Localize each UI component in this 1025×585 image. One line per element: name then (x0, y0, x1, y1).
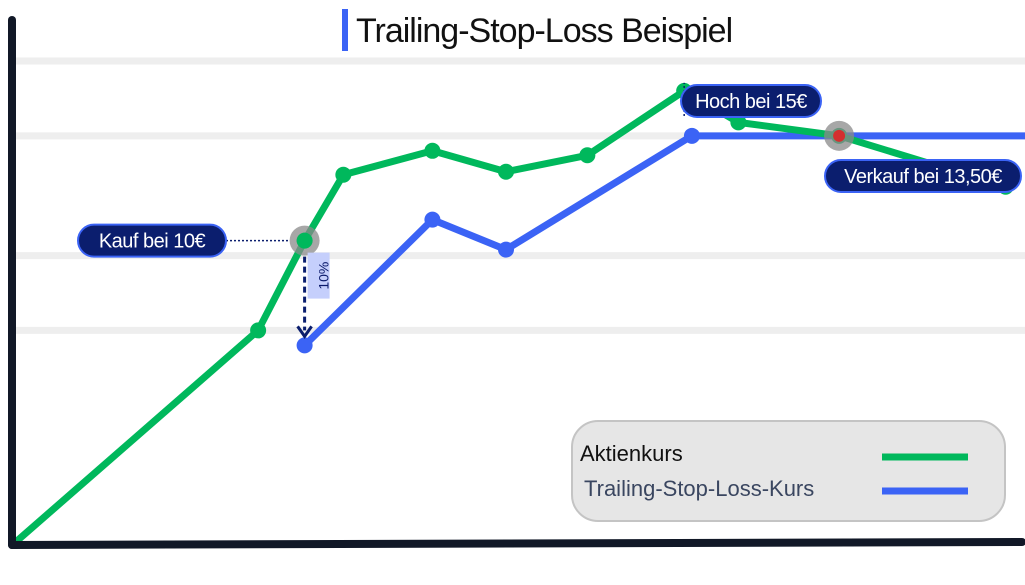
stock-point-6 (579, 147, 596, 164)
drop-percent-label: 10% (315, 262, 331, 290)
legend-label-stock: Aktienkurs (580, 441, 683, 466)
buy-callout-box (77, 223, 227, 258)
stop-point-0 (296, 337, 313, 354)
high-callout-box (680, 84, 822, 118)
drop-percent-box (307, 252, 330, 299)
legend: Aktienkurs Trailing-Stop-Loss-Kurs (571, 420, 1006, 522)
stock-point-5 (498, 163, 515, 180)
chart-title: Trailing-Stop-Loss Beispiel (356, 12, 732, 50)
stop-point-3 (683, 127, 700, 144)
legend-label-stop: Trailing-Stop-Loss-Kurs (584, 476, 814, 501)
grid-lines (16, 57, 1025, 334)
annotation-layer: Kauf bei 10€ 10% Hoch bei 15€ Verkauf bei 1… (77, 82, 1022, 340)
sell-callout-label: Verkauf bei 13,50€ (844, 166, 1002, 188)
stop-point-1 (424, 211, 441, 228)
high-callout-label: Hoch bei 15€ (695, 91, 807, 113)
sell-marker (833, 129, 846, 142)
buy-marker (296, 232, 313, 249)
x-axis (8, 538, 1025, 549)
sell-callout-box (824, 159, 1022, 193)
stop-point-2 (498, 241, 515, 258)
stock-point-8 (730, 114, 747, 131)
stock-point-1 (250, 322, 267, 339)
stock-point-3 (335, 166, 352, 183)
series-line-stop (301, 132, 1025, 349)
drop-arrow-head (296, 325, 313, 340)
buy-callout-label: Kauf bei 10€ (99, 231, 206, 253)
stock-point-4 (424, 142, 441, 159)
legend-box (571, 420, 1006, 522)
title-accent-bar (342, 9, 348, 51)
